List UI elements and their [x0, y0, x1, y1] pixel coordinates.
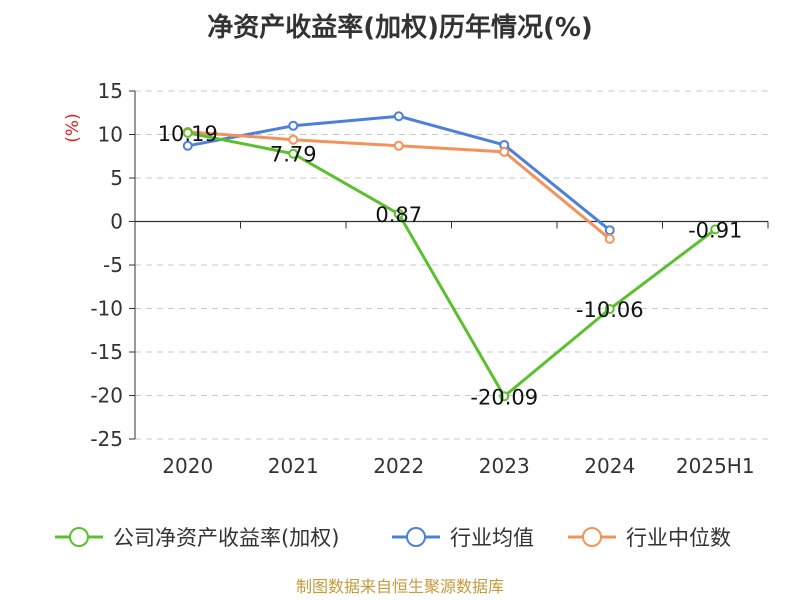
- y-tick-label: 15: [98, 79, 123, 103]
- data-label: -20.09: [470, 385, 538, 409]
- source-note: 制图数据来自恒生聚源数据库: [296, 577, 504, 596]
- axes: 15 10 5 0 -5 -10 -15 -20 -25 2020 2021 2022 2023 2024…: [90, 79, 769, 478]
- x-tick-label: 2023: [479, 454, 530, 478]
- data-labels: 10.19 7.79 0.87 -20.09 -10.06 -0.91: [158, 122, 743, 409]
- grid-lines: [135, 90, 768, 440]
- data-label: 0.87: [375, 203, 422, 227]
- legend-marker: [582, 527, 602, 547]
- legend: 公司净资产收益率(加权) 行业均值 行业中位数: [55, 526, 731, 550]
- y-tick-label: 5: [110, 166, 123, 190]
- series-layer: [182, 111, 721, 402]
- y-tick-label: -25: [90, 427, 123, 451]
- data-label: -10.06: [576, 298, 644, 322]
- data-point: [288, 148, 299, 159]
- data-point: [499, 146, 510, 157]
- data-point: [182, 140, 193, 151]
- data-point: [604, 225, 615, 236]
- x-tick-label: 2024: [584, 454, 635, 478]
- x-tick-label: 2020: [162, 454, 213, 478]
- x-tick-label: 2021: [268, 454, 319, 478]
- data-point: [288, 134, 299, 145]
- chart-title: 净资产收益率(加权)历年情况(%): [207, 12, 593, 43]
- data-point: [393, 208, 404, 219]
- data-label: -0.91: [688, 218, 742, 242]
- legend-label: 行业中位数: [626, 526, 731, 550]
- y-tick-label: -15: [90, 340, 123, 364]
- data-point: [182, 127, 193, 138]
- data-point: [604, 304, 615, 315]
- legend-marker: [406, 527, 426, 547]
- x-tick-label: 2025H1: [676, 454, 755, 478]
- y-tick-label: -5: [103, 253, 123, 277]
- legend-marker: [69, 527, 89, 547]
- y-axis-unit-label: (%): [63, 113, 83, 142]
- data-point: [288, 120, 299, 131]
- data-point: [499, 391, 510, 402]
- legend-label: 公司净资产收益率(加权): [113, 526, 339, 550]
- legend-label: 行业均值: [450, 526, 534, 550]
- y-tick-label: 0: [110, 210, 123, 234]
- series-line: [187, 131, 717, 398]
- data-label: 7.79: [270, 143, 317, 167]
- y-tick-label: -10: [90, 297, 123, 321]
- data-point: [393, 111, 404, 122]
- y-tick-label: -20: [90, 384, 123, 408]
- data-point: [710, 224, 721, 235]
- data-point: [604, 233, 615, 244]
- x-tick-label: 2022: [373, 454, 424, 478]
- data-point: [393, 140, 404, 151]
- data-label: 10.19: [158, 122, 218, 146]
- y-tick-label: 10: [98, 123, 123, 147]
